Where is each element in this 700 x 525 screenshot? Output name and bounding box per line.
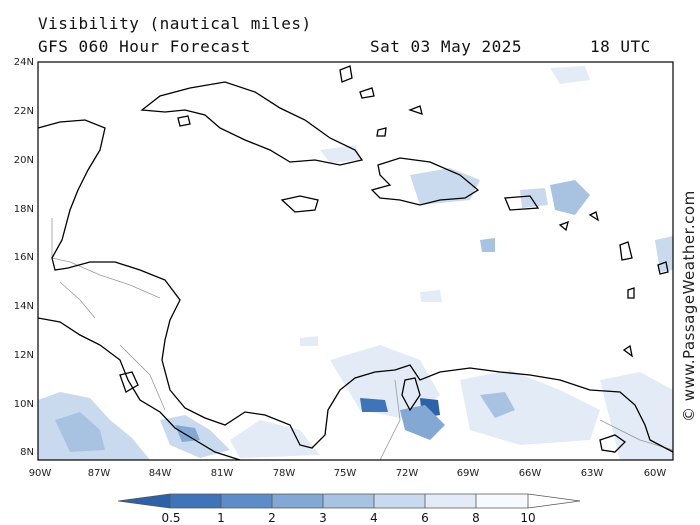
colorbar-label: 3	[319, 511, 327, 525]
lon-label: 90W	[29, 468, 52, 479]
colorbar-swatch	[476, 494, 528, 508]
lat-label: 14N	[14, 301, 34, 312]
lon-label: 60W	[644, 468, 667, 479]
lat-label: 22N	[14, 106, 34, 117]
lon-label: 72W	[396, 468, 419, 479]
forecast-model: GFS 060 Hour Forecast	[38, 37, 251, 56]
colorbar-label: 2	[268, 511, 276, 525]
forecast-time: 18 UTC	[590, 37, 651, 56]
colorbar-swatch	[170, 494, 221, 508]
longitude-labels: 90W 87W 84W 81W 78W 75W 72W 69W 66W 63W …	[29, 468, 667, 479]
lon-label: 63W	[581, 468, 604, 479]
forecast-date: Sat 03 May 2025	[370, 37, 522, 56]
colorbar-swatch	[272, 494, 323, 508]
lon-label: 66W	[519, 468, 542, 479]
lat-label: 8N	[20, 447, 34, 458]
colorbar-label: 8	[472, 511, 480, 525]
lon-label: 69W	[457, 468, 480, 479]
colorbar: 0.5 1 2 3 4 6 8 10	[117, 493, 581, 525]
lon-label: 75W	[334, 468, 357, 479]
colorbar-label: 6	[421, 511, 429, 525]
lon-label: 84W	[149, 468, 172, 479]
colorbar-label: 10	[520, 511, 535, 525]
map-title: Visibility (nautical miles)	[38, 14, 312, 33]
lon-label: 78W	[273, 468, 296, 479]
colorbar-swatch	[323, 494, 374, 508]
colorbar-swatch	[118, 494, 170, 508]
lat-label: 16N	[14, 252, 34, 263]
colorbar-swatch	[374, 494, 425, 508]
lat-label: 12N	[14, 350, 34, 361]
colorbar-swatch	[425, 494, 476, 508]
colorbar-label: 4	[370, 511, 378, 525]
site-credit: © www.PassageWeather.com	[680, 190, 698, 422]
lat-label: 20N	[14, 155, 34, 166]
lat-label: 24N	[14, 57, 34, 68]
colorbar-swatch	[221, 494, 272, 508]
lat-label: 10N	[14, 399, 34, 410]
colorbar-label: 0.5	[161, 511, 180, 525]
map-area	[37, 61, 674, 461]
country-borders	[51, 218, 674, 461]
coastlines	[37, 65, 674, 461]
lat-label: 18N	[14, 204, 34, 215]
colorbar-label: 1	[217, 511, 225, 525]
lon-label: 87W	[88, 468, 111, 479]
lon-label: 81W	[211, 468, 234, 479]
latitude-labels: 24N 22N 20N 18N 16N 14N 12N 10N 8N	[14, 57, 34, 458]
